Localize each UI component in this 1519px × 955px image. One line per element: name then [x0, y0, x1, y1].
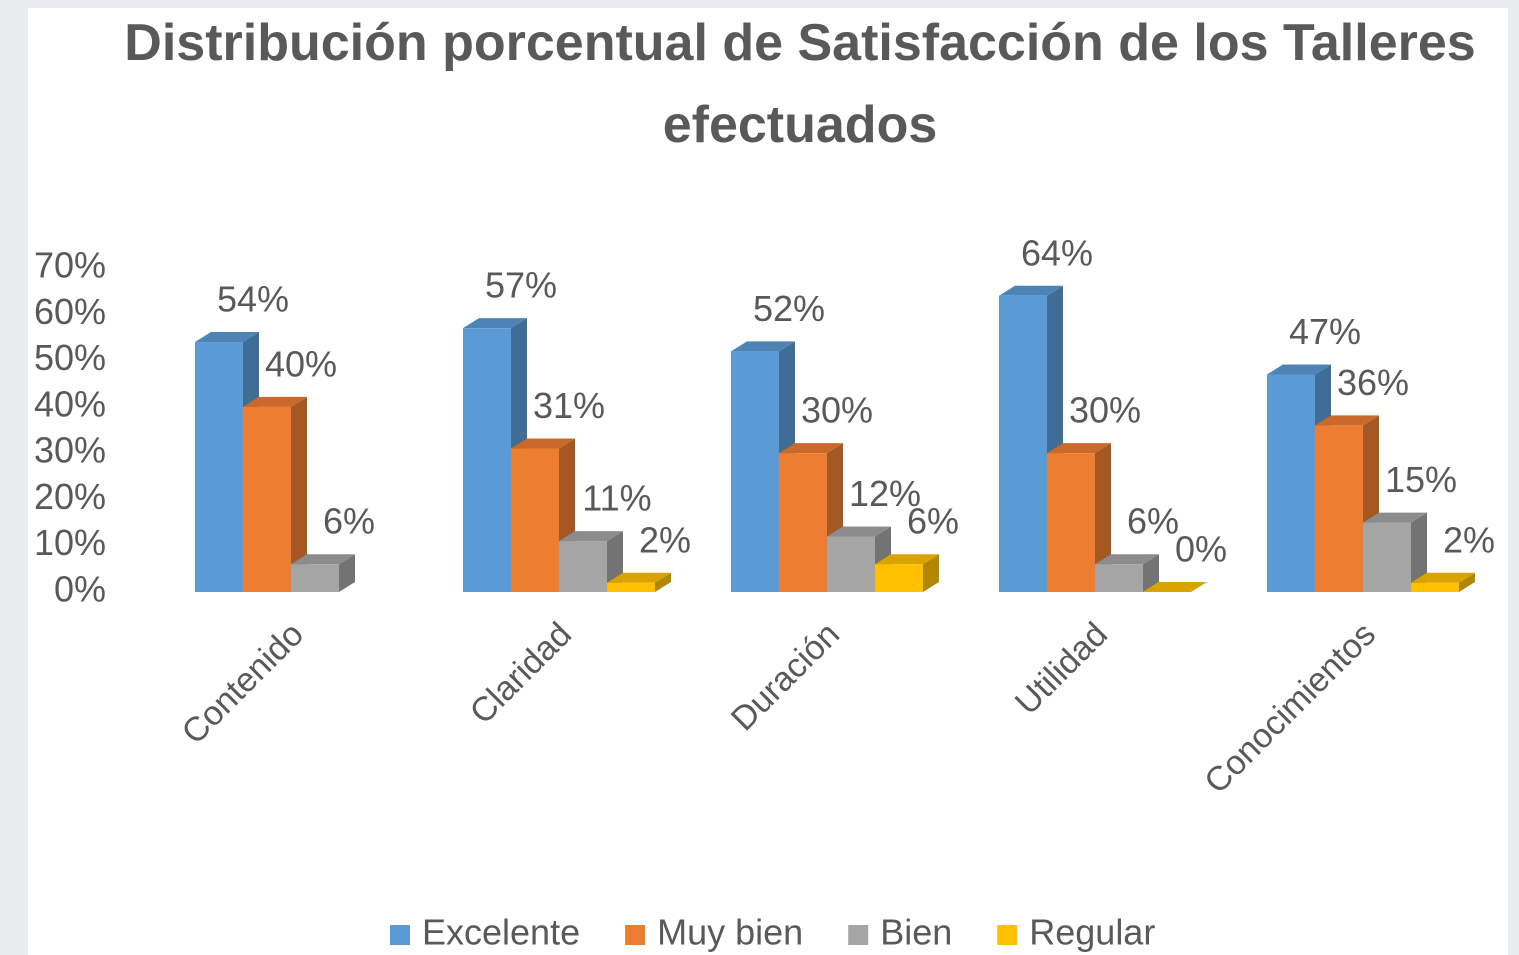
y-tick-label: 0% [54, 569, 106, 610]
bar [1267, 374, 1315, 592]
bar-top [1363, 512, 1427, 523]
x-tick-label: Contenido [175, 615, 311, 751]
bar-side [655, 572, 671, 592]
bar-side [1095, 443, 1111, 592]
legend-label: Excelente [422, 912, 580, 953]
data-label: 15% [1385, 459, 1457, 500]
y-tick-label: 70% [34, 245, 106, 286]
data-label: 11% [582, 478, 651, 519]
legend-swatch [625, 925, 646, 945]
bar-side [1143, 554, 1159, 592]
bar [1411, 582, 1459, 592]
y-tick-label: 60% [34, 291, 106, 332]
bar [1363, 522, 1411, 592]
bar-top [1095, 554, 1159, 565]
bar-top [1047, 443, 1111, 454]
y-tick-label: 30% [34, 430, 106, 471]
data-label: 52% [753, 288, 825, 329]
legend-label: Regular [1029, 912, 1155, 953]
bar-side [923, 554, 939, 592]
data-label: 54% [217, 279, 289, 320]
bar [1095, 564, 1143, 592]
bar [731, 351, 779, 592]
bar [195, 342, 243, 592]
bar-top [195, 332, 259, 343]
x-tick-label: Claridad [463, 615, 579, 731]
bar-top [463, 318, 527, 329]
bar-top [1143, 582, 1207, 592]
data-label: 31% [533, 385, 605, 426]
bar [243, 406, 291, 592]
bar [511, 448, 559, 592]
bar [1315, 425, 1363, 592]
bar-top [779, 443, 843, 454]
bar-top [999, 285, 1063, 296]
data-label: 64% [1021, 232, 1093, 273]
legend-swatch [997, 925, 1018, 945]
legend-swatch [848, 925, 869, 945]
chart-title: Distribución porcentual de Satisfacción … [124, 14, 1476, 154]
bar-top [1315, 415, 1379, 426]
bar [1047, 453, 1095, 592]
bar [779, 453, 827, 592]
data-label: 47% [1289, 311, 1361, 352]
bar-top [607, 572, 671, 583]
bar-top [827, 526, 891, 537]
data-label: 6% [323, 501, 375, 542]
legend-swatch [390, 925, 410, 945]
bar-side [339, 554, 355, 592]
bar [463, 328, 511, 592]
data-label: 40% [265, 343, 337, 384]
data-label: 12% [849, 473, 921, 514]
legend-label: Muy bien [657, 912, 803, 953]
y-tick-label: 40% [34, 383, 106, 424]
legend-label: Bien [880, 912, 952, 953]
bar-side [1459, 572, 1475, 592]
data-label: 6% [1127, 501, 1179, 542]
x-tick-label: Conocimientos [1197, 615, 1383, 801]
bar-top [1267, 364, 1331, 375]
data-label: 6% [907, 501, 959, 542]
bar [559, 541, 607, 592]
y-tick-label: 10% [34, 522, 106, 563]
data-label: 57% [485, 265, 557, 306]
data-label: 36% [1337, 362, 1409, 403]
bar-side [291, 396, 307, 592]
bar [291, 564, 339, 592]
bar-top [291, 554, 355, 565]
bar [999, 295, 1047, 592]
bar [607, 582, 655, 592]
data-label: 30% [801, 390, 873, 431]
bar [875, 564, 923, 592]
bar-top [1411, 572, 1475, 583]
bar-top [511, 438, 575, 449]
data-label: 0% [1175, 529, 1227, 570]
bar-top [731, 341, 795, 352]
y-tick-label: 20% [34, 476, 106, 517]
bar [827, 536, 875, 592]
x-tick-label: Utilidad [1008, 615, 1115, 722]
x-tick-label: Duración [724, 615, 847, 738]
bar-top [243, 396, 307, 407]
bar-side [1411, 512, 1427, 592]
data-label: 2% [639, 519, 691, 560]
data-label: 2% [1443, 519, 1495, 560]
y-tick-label: 50% [34, 337, 106, 378]
bar-top [875, 554, 939, 565]
bar-top [559, 531, 623, 542]
data-label: 30% [1069, 390, 1141, 431]
